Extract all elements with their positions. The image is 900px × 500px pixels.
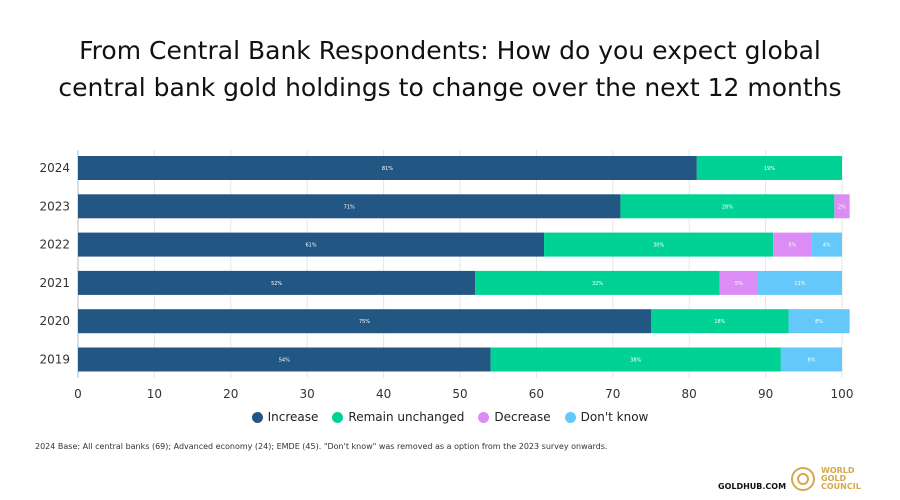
bar-segment: [78, 194, 621, 219]
bar-segment: [834, 194, 850, 219]
x-tick-label: 90: [758, 387, 773, 401]
bar-segment: [78, 347, 491, 372]
bar-segment: [757, 270, 842, 295]
data-label: 5%: [735, 281, 743, 287]
bar-segment: [544, 232, 774, 257]
y-tick-label: 2022: [39, 238, 70, 252]
data-label: 4%: [823, 243, 831, 249]
data-label: 71%: [344, 204, 355, 210]
bar-segment: [475, 270, 720, 295]
world-gold-council-logo: WORLD GOLD COUNCIL: [790, 466, 861, 492]
bar-segment: [651, 309, 789, 334]
bar-segment: [78, 309, 651, 334]
x-tick-label: 30: [300, 387, 315, 401]
title-line-1: From Central Bank Respondents: How do yo…: [79, 36, 821, 65]
legend-swatch: [251, 411, 263, 423]
x-tick-label: 40: [376, 387, 391, 401]
bar-segment: [788, 309, 850, 334]
data-label: 30%: [653, 243, 664, 249]
bar-segment: [78, 232, 545, 257]
data-label: 52%: [271, 281, 282, 287]
data-label: 32%: [592, 281, 603, 287]
logo-icon: [791, 467, 815, 491]
title-line-2: central bank gold holdings to change ove…: [58, 73, 842, 102]
data-label: 75%: [359, 319, 370, 325]
data-label: 5%: [788, 243, 796, 249]
bar-segment: [780, 347, 842, 372]
legend: Increase Remain unchanged Decrease Don't kn…: [0, 410, 900, 424]
legend-label: Decrease: [494, 410, 551, 424]
y-tick-label: 2021: [39, 276, 70, 290]
legend-label: Remain unchanged: [348, 410, 465, 424]
site-link[interactable]: GOLDHUB.COM: [718, 482, 787, 491]
data-label: 54%: [279, 358, 290, 364]
legend-item: Don't know: [564, 410, 649, 424]
legend-item: Remain unchanged: [332, 410, 464, 424]
data-label: 19%: [764, 166, 775, 172]
bar-segment: [696, 156, 842, 180]
x-tick-label: 100: [831, 387, 854, 401]
legend-item: Decrease: [478, 410, 551, 424]
legend-label: Increase: [267, 410, 319, 424]
legend-label: Don't know: [580, 410, 649, 424]
bar-segment: [773, 232, 812, 257]
bar-segment: [490, 347, 781, 372]
bar-segment: [78, 270, 476, 295]
data-label: 28%: [722, 204, 733, 210]
data-label: 11%: [794, 281, 805, 287]
bar-segment: [620, 194, 835, 219]
x-tick-label: 0: [74, 387, 82, 401]
bar-segment: [719, 270, 758, 295]
legend-swatch: [478, 411, 490, 423]
legend-swatch: [332, 411, 344, 423]
data-label: 2%: [838, 204, 846, 210]
footnote: 2024 Base: All central banks (69); Advan…: [35, 442, 608, 451]
bar-segment: [811, 232, 842, 257]
chart-title: From Central Bank Respondents: How do yo…: [0, 32, 900, 106]
data-label: 8%: [815, 319, 823, 325]
y-tick-label: 2020: [39, 314, 70, 328]
legend-swatch: [564, 411, 576, 423]
bar-segment: [78, 156, 697, 180]
data-label: 61%: [305, 243, 316, 249]
y-tick-label: 2023: [39, 199, 70, 213]
x-tick-label: 60: [529, 387, 544, 401]
data-label: 38%: [630, 358, 641, 364]
bar-chart: 0 10 20 30 40 50 60 70 80 90 100 2024 81% 19% 2023 71% 2…: [39, 150, 854, 401]
legend-item: Increase: [251, 410, 319, 424]
x-tick-label: 10: [147, 387, 162, 401]
x-tick-label: 20: [223, 387, 238, 401]
data-label: 81%: [382, 166, 393, 172]
x-tick-label: 50: [452, 387, 467, 401]
x-tick-label: 70: [605, 387, 620, 401]
x-tick-label: 80: [682, 387, 697, 401]
data-label: 18%: [714, 319, 725, 325]
y-tick-label: 2019: [39, 353, 70, 367]
y-tick-label: 2024: [39, 161, 70, 175]
data-label: 8%: [807, 358, 815, 364]
